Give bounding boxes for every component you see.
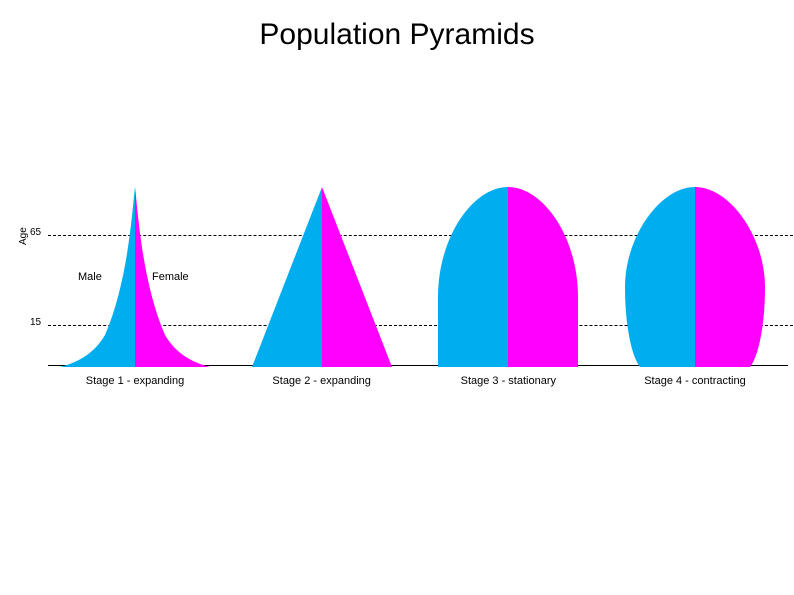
female-shape xyxy=(695,187,765,367)
pyramid-stage1-svg xyxy=(50,187,220,367)
caption-stage1: Stage 1 - expanding xyxy=(50,375,220,387)
caption-stage3: Stage 3 - stationary xyxy=(423,375,593,387)
female-shape xyxy=(322,187,392,367)
male-shape xyxy=(438,187,508,367)
caption-stage2: Stage 2 - expanding xyxy=(237,375,407,387)
age-tick-15: 15 xyxy=(30,317,41,328)
female-label: Female xyxy=(152,271,189,283)
age-tick-65: 65 xyxy=(30,227,41,238)
pyramid-stage3: Stage 3 - stationary xyxy=(423,185,593,385)
pyramid-stage2-svg xyxy=(237,187,407,367)
female-shape xyxy=(508,187,578,367)
pyramid-stage4-svg xyxy=(610,187,780,367)
male-label: Male xyxy=(78,271,102,283)
pyramids-row: Male Female Stage 1 - expanding Stage 2 … xyxy=(50,185,780,385)
male-shape xyxy=(625,187,695,367)
pyramid-stage4: Stage 4 - contracting xyxy=(610,185,780,385)
page-title: Population Pyramids xyxy=(0,18,794,52)
pyramid-stage2: Stage 2 - expanding xyxy=(237,185,407,385)
pyramid-stage1: Male Female Stage 1 - expanding xyxy=(50,185,220,385)
male-shape xyxy=(252,187,322,367)
chart-area: Age 65 15 Male Female Stage 1 - expandin… xyxy=(20,185,780,405)
pyramid-stage3-svg xyxy=(423,187,593,367)
caption-stage4: Stage 4 - contracting xyxy=(610,375,780,387)
y-axis-label: Age xyxy=(18,227,29,245)
